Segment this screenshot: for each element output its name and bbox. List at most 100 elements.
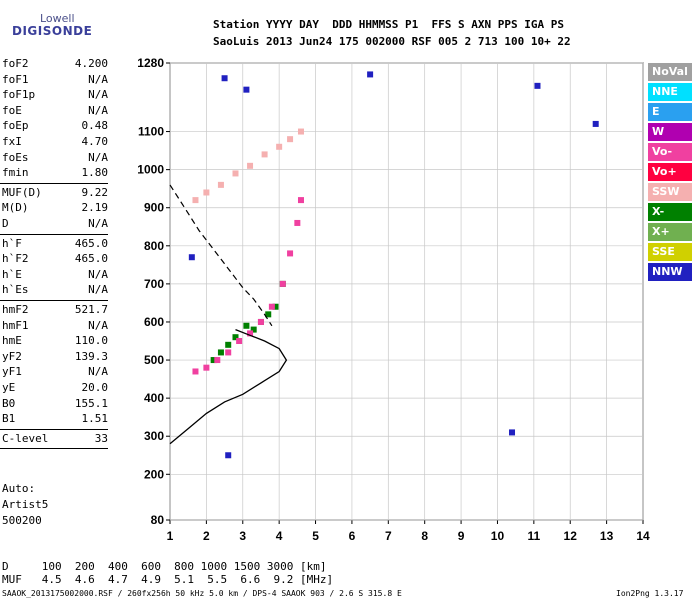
param-value: 465.0 (74, 252, 108, 266)
param-label: foF1 (2, 72, 29, 86)
data-point (534, 82, 541, 89)
data-point (192, 197, 199, 204)
param-row: M(D) 2.19 (2, 201, 108, 216)
footer-file-info: SAAOK_2013175002000.RSF / 260fx256h 50 k… (2, 589, 402, 598)
data-point (276, 143, 283, 150)
data-point (188, 254, 195, 261)
param-row: MUF(D) 9.22 (2, 186, 108, 201)
legend-item: NoVal (648, 63, 692, 81)
data-point (214, 357, 221, 364)
data-point (261, 151, 268, 158)
data-point (287, 250, 294, 257)
param-label: yF2 (2, 349, 22, 363)
param-label: hmF2 (2, 303, 29, 316)
param-value: N/A (88, 365, 108, 379)
x-tick-label: 6 (349, 529, 356, 543)
data-point (243, 322, 250, 329)
footer-software: Ion2Png 1.3.17 (616, 589, 684, 598)
param-label: h`F (2, 236, 22, 250)
param-row: hmE 110.0 (2, 334, 108, 349)
data-point (203, 189, 210, 196)
y-tick-label: 1280 (137, 56, 164, 70)
x-tick-label: 12 (564, 529, 578, 543)
brand-name: Lowell (40, 12, 75, 25)
legend-item: E (648, 103, 692, 121)
data-point (192, 368, 199, 375)
param-label: fmin (2, 166, 29, 180)
param-label: C-level (2, 431, 49, 445)
param-label: h`Es (2, 283, 29, 297)
data-point (225, 349, 232, 356)
muf-distance-row: D 100 200 400 600 800 1000 1500 3000 [km… (2, 560, 327, 573)
param-separator (0, 182, 108, 184)
param-value: N/A (88, 283, 108, 297)
param-value: N/A (88, 88, 108, 102)
data-point (272, 303, 279, 310)
x-tick-label: 13 (600, 529, 614, 543)
param-row: foEs N/A (2, 151, 108, 166)
param-row: yE 20.0 (2, 381, 108, 396)
legend-item: X- (648, 203, 692, 221)
param-value: N/A (88, 103, 108, 117)
artist-build: 500200 (2, 514, 42, 527)
plot-area (169, 62, 644, 521)
param-row: fxI 4.70 (2, 135, 108, 150)
param-value: 110.0 (74, 334, 108, 348)
data-point (287, 136, 294, 143)
y-tick-label: 1000 (137, 163, 164, 177)
param-label: M(D) (2, 201, 29, 215)
x-tick-label: 1 (167, 529, 174, 543)
param-row: foF1p N/A (2, 88, 108, 103)
param-row: B1 1.51 (2, 412, 108, 427)
y-tick-label: 500 (144, 353, 164, 367)
profile-curve (169, 328, 288, 445)
legend-item: NNW (648, 263, 692, 281)
artist-version: Artist5 (2, 498, 49, 511)
param-value: 465.0 (74, 236, 108, 250)
param-label: yF1 (2, 365, 22, 379)
legend-item: Vo+ (648, 163, 692, 181)
data-point (225, 341, 232, 348)
x-tick-label: 3 (239, 529, 246, 543)
data-point (247, 162, 254, 169)
y-tick-label: 700 (144, 277, 164, 291)
data-point (243, 86, 250, 93)
legend-item: W (648, 123, 692, 141)
y-tick-label: 600 (144, 315, 164, 329)
x-tick-label: 9 (458, 529, 465, 543)
param-row: h`Es N/A (2, 283, 108, 298)
param-label: foE (2, 103, 22, 117)
y-tick-label: 200 (144, 467, 164, 481)
x-tick-label: 11 (528, 529, 541, 543)
muf-value-row: MUF 4.5 4.6 4.7 4.9 5.1 5.5 6.6 9.2 [MHz… (2, 573, 334, 586)
data-point (297, 128, 304, 135)
x-tick-label: 4 (276, 529, 283, 543)
data-point (247, 330, 254, 337)
legend-item: SSW (648, 183, 692, 201)
param-value: 33 (94, 431, 108, 445)
param-label: B1 (2, 412, 16, 426)
param-value: 4.70 (81, 135, 109, 148)
data-point (217, 349, 224, 356)
y-tick-label: 80 (151, 513, 165, 527)
x-tick-label: 14 (636, 529, 650, 543)
param-label: foEs (2, 150, 29, 164)
param-row: yF1 N/A (2, 365, 108, 380)
data-point (268, 303, 275, 310)
param-value: 9.22 (81, 185, 109, 199)
param-value: 0.48 (81, 119, 109, 133)
data-point (294, 219, 301, 226)
y-tick-label: 300 (144, 429, 164, 443)
data-point (217, 181, 224, 188)
param-value: N/A (88, 72, 108, 86)
legend-item: SSE (648, 243, 692, 261)
legend-item: Vo- (648, 143, 692, 161)
param-label: B0 (2, 396, 16, 410)
data-point (203, 364, 210, 371)
param-value: N/A (88, 150, 108, 164)
legend: NoVal NNE E W Vo- Vo+ SSW X- X+ SSE NNW (648, 63, 692, 283)
data-point (257, 318, 264, 325)
x-tick-label: 5 (312, 529, 319, 543)
param-label: hmE (2, 334, 22, 348)
param-value: N/A (88, 318, 108, 332)
